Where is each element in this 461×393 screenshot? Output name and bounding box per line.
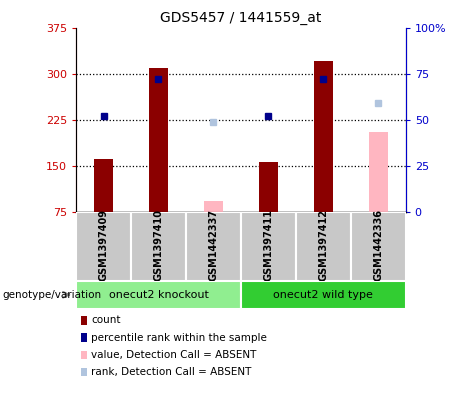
- Text: GSM1397411: GSM1397411: [263, 209, 273, 281]
- Bar: [94, 159, 113, 212]
- Bar: [296, 212, 351, 281]
- Bar: [76, 281, 241, 309]
- Text: GSM1397410: GSM1397410: [154, 209, 164, 281]
- Bar: [76, 212, 131, 281]
- Text: GSM1442337: GSM1442337: [208, 209, 219, 281]
- Bar: [313, 61, 333, 212]
- Text: onecut2 wild type: onecut2 wild type: [273, 290, 373, 300]
- Text: GSM1442336: GSM1442336: [373, 209, 383, 281]
- Bar: [351, 212, 406, 281]
- Bar: [131, 212, 186, 281]
- Text: genotype/variation: genotype/variation: [2, 290, 101, 300]
- Text: GSM1397412: GSM1397412: [318, 209, 328, 281]
- Bar: [186, 212, 241, 281]
- Bar: [204, 201, 223, 212]
- Text: GSM1397409: GSM1397409: [99, 209, 108, 281]
- Text: rank, Detection Call = ABSENT: rank, Detection Call = ABSENT: [91, 367, 252, 377]
- Text: onecut2 knockout: onecut2 knockout: [108, 290, 208, 300]
- Text: value, Detection Call = ABSENT: value, Detection Call = ABSENT: [91, 350, 257, 360]
- Bar: [259, 162, 278, 212]
- Bar: [241, 281, 406, 309]
- Bar: [241, 212, 296, 281]
- Bar: [369, 132, 388, 212]
- Title: GDS5457 / 1441559_at: GDS5457 / 1441559_at: [160, 11, 322, 25]
- Text: count: count: [91, 315, 121, 325]
- Bar: [149, 68, 168, 212]
- Text: percentile rank within the sample: percentile rank within the sample: [91, 332, 267, 343]
